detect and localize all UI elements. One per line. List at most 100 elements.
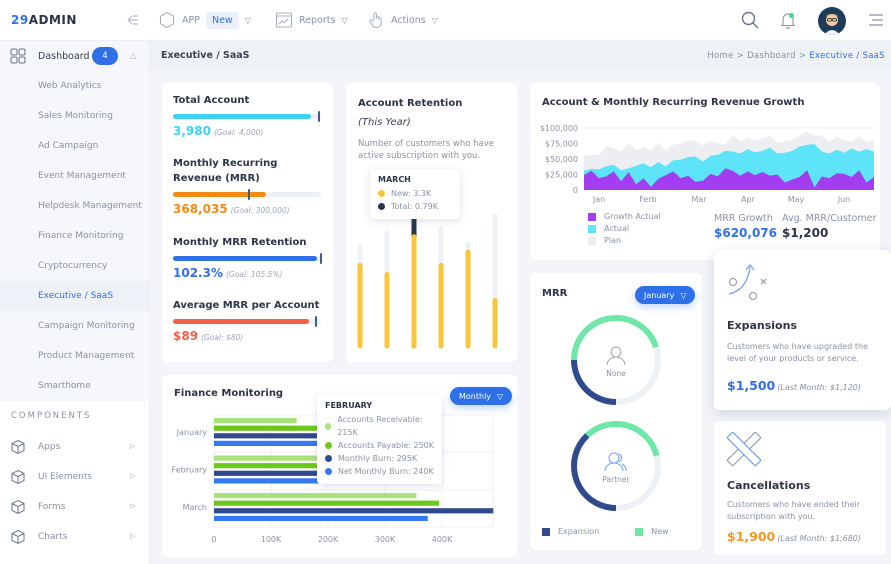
donut-new-arc[interactable] <box>571 315 661 405</box>
dashboard-submenu <box>0 41 149 401</box>
bar-net-monthly-burn[interactable] <box>214 440 320 446</box>
kpi-average-mrr-per-account: Average MRR per Account $89 (Goal: $80) <box>173 300 321 343</box>
kpi-monthly-mrr-retention: Monthly MRR Retention 102.3% (Goal: 105.5%… <box>173 235 322 280</box>
bar-monthly-burn[interactable] <box>214 470 383 476</box>
logo[interactable]: 29ADMIN <box>11 13 77 27</box>
legend-swatch <box>588 237 596 245</box>
legend-item: Expansion <box>542 526 599 538</box>
bar-accounts-payable[interactable] <box>214 500 440 506</box>
breadcrumb-home[interactable]: Home <box>707 51 734 61</box>
finance-monitoring-card: Finance Monitoring Monthly ▽ January Febru… <box>162 375 517 557</box>
period-dropdown[interactable]: Monthly ▽ <box>450 387 513 405</box>
sidebar-item-executive-saas[interactable]: Executive / SaaS <box>0 281 149 311</box>
revenue-growth-card: Account & Monthly Recurring Revenue Grow… <box>530 83 880 260</box>
chevron-down-icon: ▽ <box>497 391 504 401</box>
cube-icon <box>11 529 25 545</box>
y-tick-label: $25,000 <box>545 171 578 180</box>
category-label: February <box>172 466 208 475</box>
kpi-progress-fill <box>173 319 310 324</box>
bar-accounts-receivable[interactable] <box>214 493 417 499</box>
sidebar-item-dashboard[interactable]: Dashboard 4 △ <box>0 41 149 71</box>
sidebar-item-campaign-monitoring[interactable]: Campaign Monitoring <box>38 321 135 331</box>
kpi-value: $89 <box>173 329 199 343</box>
cancellations-title: Cancellations <box>727 479 811 492</box>
finance-tooltip: FEBRUARY Accounts Receivable: 215K Accoun… <box>317 395 442 484</box>
chevron-up-icon: △ <box>130 51 137 60</box>
y-tick-label: $50,000 <box>545 155 578 164</box>
sidebar-item-event-management[interactable]: Event Management <box>38 171 126 181</box>
sidebar-item-finance-monitoring[interactable]: Finance Monitoring <box>38 231 124 241</box>
total-dot-icon <box>378 203 385 210</box>
sidebar-item-cryptocurrency[interactable]: Cryptocurrency <box>38 261 108 271</box>
sidebar: Dashboard 4 △ Web Analytics Sales Monitor… <box>0 41 150 564</box>
new-dot-icon <box>378 190 385 197</box>
avatar[interactable] <box>818 7 846 35</box>
bar-monthly-burn[interactable] <box>214 433 320 439</box>
cancellations-card: Cancellations Customers who have ended t… <box>714 421 886 555</box>
reports-menu[interactable]: Reports ▽ <box>275 10 348 30</box>
bar-accounts-receivable[interactable] <box>214 455 337 461</box>
cancel-x-icon <box>726 431 762 467</box>
donut-none: None <box>571 315 661 405</box>
chevron-down-icon: ▽ <box>341 15 348 25</box>
users-icon <box>604 452 627 472</box>
retention-bar-chart <box>357 213 498 349</box>
y-tick-label: $75,000 <box>545 140 578 149</box>
tooltip-row: Accounts Receivable: 215K <box>325 413 434 439</box>
new-badge: New <box>205 11 239 29</box>
kpi-progress-bar <box>173 111 321 122</box>
legend-item: Plan <box>588 235 661 247</box>
x-tick-label: 0 <box>211 535 216 544</box>
bar-net-monthly-burn[interactable] <box>214 515 428 521</box>
kpi-value: 368,035 <box>173 202 228 216</box>
expansions-description: Customers who have upgraded the level of… <box>727 342 868 363</box>
bar-monthly-burn[interactable] <box>214 508 494 514</box>
legend-item: Actual <box>588 223 661 235</box>
sidebar-item-ui-elements[interactable]: UI Elements ▷ <box>0 462 149 492</box>
kpi-monthly-recurring-revenue-mrr-: Monthly Recurring Revenue (MRR) 368,035 (G… <box>173 156 321 216</box>
app-menu[interactable]: APP New ▽ <box>158 10 251 30</box>
breadcrumb-dashboard[interactable]: Dashboard <box>747 51 796 61</box>
cancellations-description: Customers who have ended their subscript… <box>727 500 861 521</box>
series-dot-icon <box>325 442 332 449</box>
growth-title: Account & Monthly Recurring Revenue Grow… <box>542 97 805 108</box>
grid-icon <box>10 48 26 64</box>
sidebar-item-apps[interactable]: Apps ▷ <box>0 432 149 462</box>
hamburger-menu-icon[interactable] <box>866 10 886 30</box>
legend-swatch <box>635 528 644 536</box>
kpi-value: 3,980 <box>173 124 211 138</box>
bar-accounts-receivable[interactable] <box>214 418 297 424</box>
mrr-card: MRR January ▽ None Partner Expansion New <box>530 273 702 550</box>
sidebar-item-product-management[interactable]: Product Management <box>38 351 135 361</box>
sidebar-item-sales-monitoring[interactable]: Sales Monitoring <box>38 111 113 121</box>
search-icon[interactable] <box>740 10 760 30</box>
finance-title: Finance Monitoring <box>174 388 284 399</box>
actions-menu[interactable]: Actions ▽ <box>367 10 438 30</box>
bar-net-monthly-burn[interactable] <box>214 478 351 484</box>
x-tick-label: 200K <box>318 535 339 544</box>
sidebar-item-charts[interactable]: Charts ▷ <box>0 522 149 552</box>
tooltip-row: Monthly Burn: 295K <box>325 452 434 465</box>
month-dropdown[interactable]: January ▽ <box>635 286 696 304</box>
sidebar-item-smarthome[interactable]: Smarthome <box>38 381 91 391</box>
expansions-title: Expansions <box>727 319 797 332</box>
bar-accounts-payable[interactable] <box>214 425 320 431</box>
sidebar-item-ad-campaign[interactable]: Ad Campaign <box>38 141 99 151</box>
kpi-goal: (Goal: $80) <box>201 333 244 342</box>
hand-pointer-icon <box>369 12 382 28</box>
collapse-menu-icon[interactable] <box>122 10 142 30</box>
sidebar-item-helpdesk-management[interactable]: Helpdesk Management <box>38 201 142 211</box>
chevron-right-icon: ▷ <box>130 532 136 540</box>
bell-icon[interactable] <box>778 10 798 30</box>
retention-title: Account Retention <box>358 98 463 109</box>
hexagon-icon <box>159 11 175 29</box>
kpi-card: Total Account 3,980 (Goal: 4,000) Monthly R… <box>162 83 333 362</box>
kpi-goal: (Goal: 4,000) <box>213 128 264 137</box>
donut-expansion-arc[interactable] <box>571 421 661 511</box>
sidebar-item-forms[interactable]: Forms ▷ <box>0 492 149 522</box>
legend-swatch <box>542 528 550 536</box>
cube-icon <box>11 439 25 455</box>
sidebar-item-web-analytics[interactable]: Web Analytics <box>38 81 102 91</box>
growth-area-chart: 0 $25,000 $50,000 $75,000 $100,000 Jan Ferb Mar… <box>540 124 874 204</box>
bar-accounts-payable[interactable] <box>214 463 357 469</box>
